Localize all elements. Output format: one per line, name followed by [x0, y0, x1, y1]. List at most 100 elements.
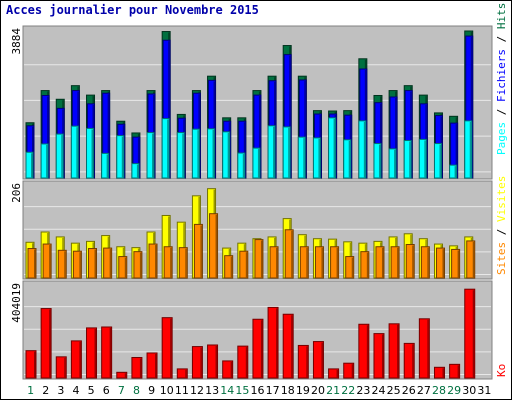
day-label-4: 4 [72, 384, 79, 397]
bar-ko-day-19 [297, 344, 309, 379]
bar-sites-day-16 [254, 239, 264, 279]
bar-ko-day-30 [464, 288, 476, 379]
bar-pages-day-21 [328, 117, 337, 179]
bar-pages-day-16 [252, 147, 261, 179]
bar-pages-day-10 [161, 118, 170, 179]
bar-pages-day-27 [418, 138, 427, 179]
bar-sites-day-20 [314, 246, 324, 279]
bar-pages-day-4 [70, 125, 79, 179]
bar-ko-day-11 [176, 368, 188, 379]
day-label-17: 17 [266, 384, 280, 397]
bar-pages-day-1 [25, 151, 34, 179]
bar-ko-day-4 [70, 340, 82, 379]
day-label-15: 15 [235, 384, 249, 397]
day-label-7: 7 [118, 384, 125, 397]
bar-ko-day-27 [418, 318, 430, 379]
bar-pages-day-28 [433, 143, 442, 179]
day-label-11: 11 [175, 384, 189, 397]
day-label-21: 21 [326, 384, 340, 397]
bar-sites-day-22 [345, 256, 355, 279]
bar-ko-day-2 [40, 308, 52, 379]
bar-sites-day-23 [360, 251, 370, 279]
bar-sites-day-27 [420, 246, 430, 279]
bar-pages-day-14 [222, 131, 231, 179]
bar-ko-day-24 [373, 333, 385, 379]
bar-sites-day-24 [375, 246, 385, 279]
bar-ko-day-6 [101, 326, 113, 379]
day-label-10: 10 [160, 384, 174, 397]
bar-sites-day-25 [390, 246, 400, 279]
bar-sites-day-4 [72, 250, 82, 279]
bar-ko-day-18 [282, 313, 294, 379]
day-label-26: 26 [402, 384, 416, 397]
bar-ko-day-1 [25, 350, 37, 379]
bar-ko-day-7 [116, 371, 128, 379]
day-label-3: 3 [57, 384, 64, 397]
day-label-27: 27 [417, 384, 431, 397]
bar-pages-day-30 [464, 120, 473, 179]
bar-ko-day-12 [191, 346, 203, 379]
bar-pages-day-24 [373, 143, 382, 179]
legend-hits: Hits [495, 3, 508, 30]
bar-sites-day-17 [269, 246, 279, 279]
bar-sites-day-15 [239, 250, 249, 279]
day-label-14: 14 [220, 384, 234, 397]
bar-sites-day-28 [435, 247, 445, 279]
bar-pages-day-29 [449, 164, 458, 179]
bar-pages-day-17 [267, 125, 276, 179]
bar-ko-day-20 [312, 341, 324, 379]
bar-ko-day-13 [207, 344, 219, 379]
bar-pages-day-2 [40, 143, 49, 179]
bar-sites-day-29 [451, 248, 461, 279]
legend-sep: / [495, 222, 508, 242]
day-label-9: 9 [148, 384, 155, 397]
bar-sites-day-26 [405, 244, 415, 279]
legend-top: Pages / Fichiers / Hits [495, 3, 508, 155]
bar-ko-day-14 [222, 360, 234, 379]
bar-ko-day-3 [55, 356, 67, 379]
bar-pages-day-18 [282, 126, 291, 179]
bar-sites-day-3 [57, 249, 67, 279]
chart-title: Acces journalier pour Novembre 2015 [6, 3, 259, 17]
bar-pages-day-5 [86, 127, 95, 179]
bar-pages-day-22 [343, 139, 352, 179]
bar-sites-day-1 [27, 248, 37, 279]
bar-pages-day-9 [146, 132, 155, 179]
bar-pages-day-3 [55, 133, 64, 179]
bar-ko-day-25 [388, 323, 400, 379]
bar-sites-day-9 [148, 243, 158, 279]
bar-pages-day-26 [403, 140, 412, 179]
bar-sites-day-13 [209, 213, 219, 279]
bar-ko-day-15 [237, 345, 249, 379]
bar-pages-day-11 [176, 132, 185, 179]
day-label-24: 24 [372, 384, 386, 397]
bar-ko-day-23 [358, 323, 370, 379]
bar-sites-day-14 [224, 255, 234, 279]
bar-sites-day-10 [163, 246, 173, 279]
bar-pages-day-19 [297, 136, 306, 179]
day-label-5: 5 [88, 384, 95, 397]
bar-sites-day-8 [133, 251, 143, 279]
day-label-18: 18 [281, 384, 295, 397]
day-label-22: 22 [341, 384, 355, 397]
day-label-16: 16 [251, 384, 265, 397]
bar-pages-day-7 [116, 135, 125, 179]
legend-sep: / [495, 102, 508, 122]
day-label-1: 1 [27, 384, 34, 397]
day-label-8: 8 [133, 384, 140, 397]
bar-pages-day-20 [312, 137, 321, 179]
bar-sites-day-21 [330, 246, 340, 279]
day-label-2: 2 [42, 384, 49, 397]
bar-sites-day-12 [193, 223, 203, 279]
bar-ko-day-10 [161, 317, 173, 379]
bar-sites-day-7 [118, 256, 128, 279]
bar-pages-day-13 [207, 128, 216, 179]
bar-sites-day-6 [103, 247, 113, 279]
bar-ko-day-16 [252, 318, 264, 379]
bar-pages-day-8 [131, 163, 140, 179]
day-label-23: 23 [356, 384, 370, 397]
bar-ko-day-22 [343, 362, 355, 379]
bar-pages-day-12 [191, 128, 200, 179]
